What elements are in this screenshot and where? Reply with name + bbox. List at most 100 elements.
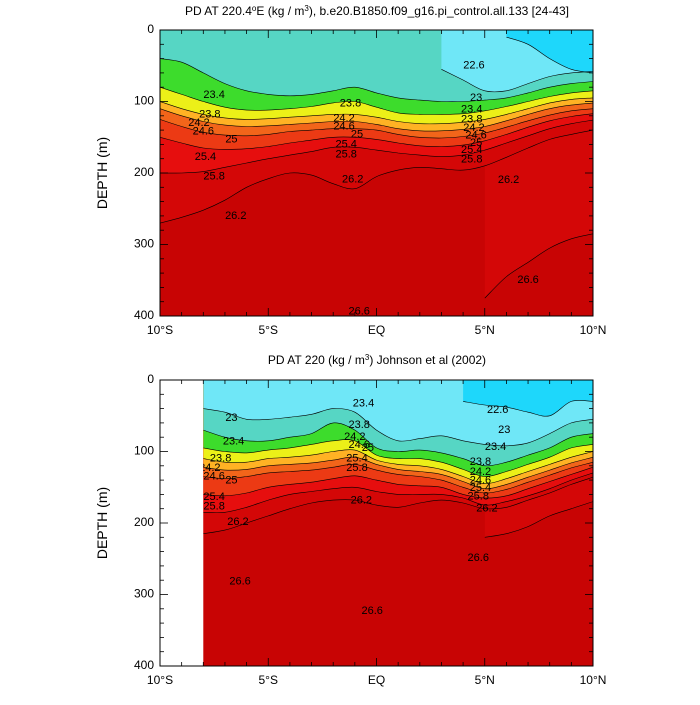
contour-label: 23 bbox=[470, 92, 482, 104]
contour-line bbox=[203, 476, 594, 534]
contour-line bbox=[484, 501, 594, 538]
contour-label: 25.4 bbox=[195, 151, 216, 163]
contour-label: 22.6 bbox=[487, 404, 508, 416]
contour-label: 24.2 bbox=[470, 466, 491, 478]
x-tick-label: 5°S bbox=[259, 323, 278, 337]
contour-label: 25.4 bbox=[335, 138, 356, 150]
contour-label: 25.8 bbox=[335, 148, 356, 160]
y-tick-label: 0 bbox=[147, 372, 154, 386]
y-axis-label: DEPTH (m) bbox=[94, 137, 110, 209]
contour-label: 26.2 bbox=[342, 173, 363, 185]
contour-label: 24.6 bbox=[465, 130, 486, 142]
contour-line bbox=[203, 422, 594, 467]
contour-line bbox=[506, 36, 593, 74]
contour-line bbox=[160, 97, 593, 125]
contour-label: 23.8 bbox=[210, 453, 231, 465]
contour-line bbox=[160, 129, 593, 224]
contour-line bbox=[203, 466, 594, 499]
contour-plot: 23.423.824.224.62525.425.826.223.824.224… bbox=[159, 29, 594, 318]
contour-label: 24.2 bbox=[188, 117, 209, 129]
density-band bbox=[506, 30, 593, 73]
contour-line bbox=[203, 439, 594, 477]
contour-label: 23.8 bbox=[340, 98, 361, 110]
contour-label: 25 bbox=[225, 133, 237, 145]
contour-label: 26.6 bbox=[229, 576, 250, 588]
contour-label: 25.4 bbox=[461, 144, 482, 156]
contour-label: 26.2 bbox=[498, 174, 519, 186]
contour-line bbox=[484, 233, 593, 299]
contour-label: 25.4 bbox=[203, 491, 224, 503]
data-area: 23.423.824.224.62525.425.826.223.824.224… bbox=[160, 30, 593, 318]
y-tick-label: 100 bbox=[134, 94, 154, 108]
panel-model: PD AT 220.4oE (kg / m3), b.e20.B1850.f09… bbox=[94, 4, 606, 337]
contour-label: 26.2 bbox=[225, 210, 246, 222]
y-tick-label: 100 bbox=[134, 444, 154, 458]
contour-label: 25.8 bbox=[461, 153, 482, 165]
contour-label: 25.4 bbox=[346, 453, 367, 465]
contour-label: 24.2 bbox=[199, 462, 220, 474]
contour-line bbox=[463, 400, 594, 417]
contour-label: 26.6 bbox=[361, 605, 382, 617]
y-tick-label: 0 bbox=[147, 22, 154, 36]
contour-label: 26.6 bbox=[348, 306, 369, 318]
contour-label: 26.6 bbox=[468, 552, 489, 564]
contour-label: 24.6 bbox=[193, 125, 214, 137]
contour-label: 24.2 bbox=[344, 431, 365, 443]
contour-line bbox=[203, 461, 594, 494]
contour-label: 23.4 bbox=[223, 435, 244, 447]
x-tick-label: 10°N bbox=[580, 323, 607, 337]
contour-label: 23.4 bbox=[485, 441, 506, 453]
contour-label: 24.2 bbox=[463, 122, 484, 134]
contour-label: 26.6 bbox=[517, 274, 538, 286]
contour-label: 23 bbox=[225, 412, 237, 424]
contour-label: 25.8 bbox=[346, 462, 367, 474]
contour-line bbox=[160, 86, 593, 115]
contour-label: 23.4 bbox=[461, 103, 482, 115]
contour-label: 24.6 bbox=[470, 475, 491, 487]
contour-label: 26.2 bbox=[476, 503, 497, 515]
contour-label: 24.2 bbox=[333, 113, 354, 125]
contour-line bbox=[203, 408, 594, 447]
density-band bbox=[463, 380, 593, 417]
contour-line bbox=[160, 58, 593, 102]
contour-label: 25.8 bbox=[203, 170, 224, 182]
contour-label: 25.8 bbox=[468, 490, 489, 502]
contour-label: 23.8 bbox=[348, 419, 369, 431]
contour-label: 22.6 bbox=[463, 60, 484, 72]
y-tick-label: 200 bbox=[134, 165, 154, 179]
contour-label: 23 bbox=[498, 424, 510, 436]
y-tick-label: 400 bbox=[134, 658, 154, 672]
x-tick-label: 5°S bbox=[259, 673, 278, 687]
contour-label: 25 bbox=[351, 128, 363, 140]
panel-title: PD AT 220.4oE (kg / m3), b.e20.B1850.f09… bbox=[185, 4, 569, 18]
contour-label: 26.2 bbox=[227, 516, 248, 528]
contour-label: 25.4 bbox=[470, 482, 491, 494]
contour-line bbox=[160, 113, 593, 150]
y-axis-label: DEPTH (m) bbox=[94, 487, 110, 559]
contour-line bbox=[160, 108, 593, 139]
contour-label: 25 bbox=[470, 137, 482, 149]
contour-label: 23.8 bbox=[461, 113, 482, 125]
contour-label: 23.4 bbox=[353, 398, 374, 410]
contour-label: 23.8 bbox=[470, 456, 491, 468]
contour-label: 26.2 bbox=[351, 495, 372, 507]
x-tick-label: EQ bbox=[368, 323, 385, 337]
contour-label: 24.6 bbox=[203, 470, 224, 482]
x-tick-label: 10°S bbox=[147, 673, 173, 687]
contour-label: 25 bbox=[362, 442, 374, 454]
x-tick-label: 10°S bbox=[147, 323, 173, 337]
contour-label: 25.8 bbox=[203, 500, 224, 512]
contour-line bbox=[203, 456, 594, 490]
y-tick-label: 400 bbox=[134, 308, 154, 322]
x-tick-label: 10°N bbox=[580, 673, 607, 687]
x-tick-label: EQ bbox=[368, 673, 385, 687]
contour-line bbox=[441, 69, 593, 93]
y-tick-label: 300 bbox=[134, 587, 154, 601]
y-tick-label: 300 bbox=[134, 237, 154, 251]
contour-label: 24.6 bbox=[348, 439, 369, 451]
x-tick-label: 5°N bbox=[475, 673, 495, 687]
